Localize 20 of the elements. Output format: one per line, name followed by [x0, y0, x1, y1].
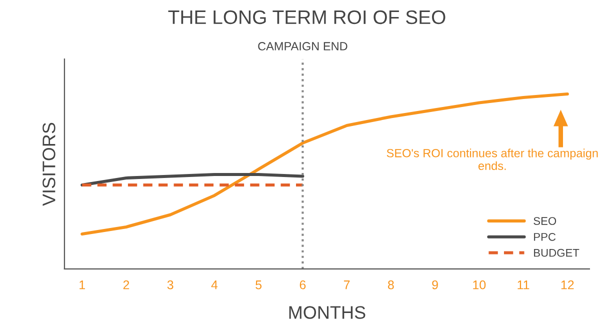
legend-label: BUDGET [534, 248, 580, 257]
y-axis-title: VISITORS [42, 122, 56, 206]
annotation: SEO's ROI continues after the campaign ends. [386, 148, 598, 170]
x-tick-label: 10 [473, 280, 486, 290]
x-tick-label: 3 [167, 280, 174, 290]
x-tick-label: 5 [256, 280, 262, 290]
x-tick-label: 6 [300, 280, 306, 290]
x-tick-label: 4 [211, 280, 218, 290]
chart-title: THE LONG TERM ROI OF SEO [168, 10, 446, 24]
ref-line-label: CAMPAIGN END [258, 42, 348, 50]
x-tick-label: 12 [561, 280, 574, 290]
x-axis-title: MONTHS [289, 306, 366, 319]
legend-label: PPC [534, 232, 556, 241]
x-tick-label: 2 [123, 280, 130, 290]
x-tick-label: 7 [344, 280, 350, 290]
x-tick-label: 1 [80, 280, 85, 290]
legend-label: SEO [534, 217, 556, 225]
x-tick-label: 9 [432, 280, 438, 290]
x-tick-label: 8 [388, 280, 394, 290]
x-tick-label: 11 [518, 280, 530, 290]
